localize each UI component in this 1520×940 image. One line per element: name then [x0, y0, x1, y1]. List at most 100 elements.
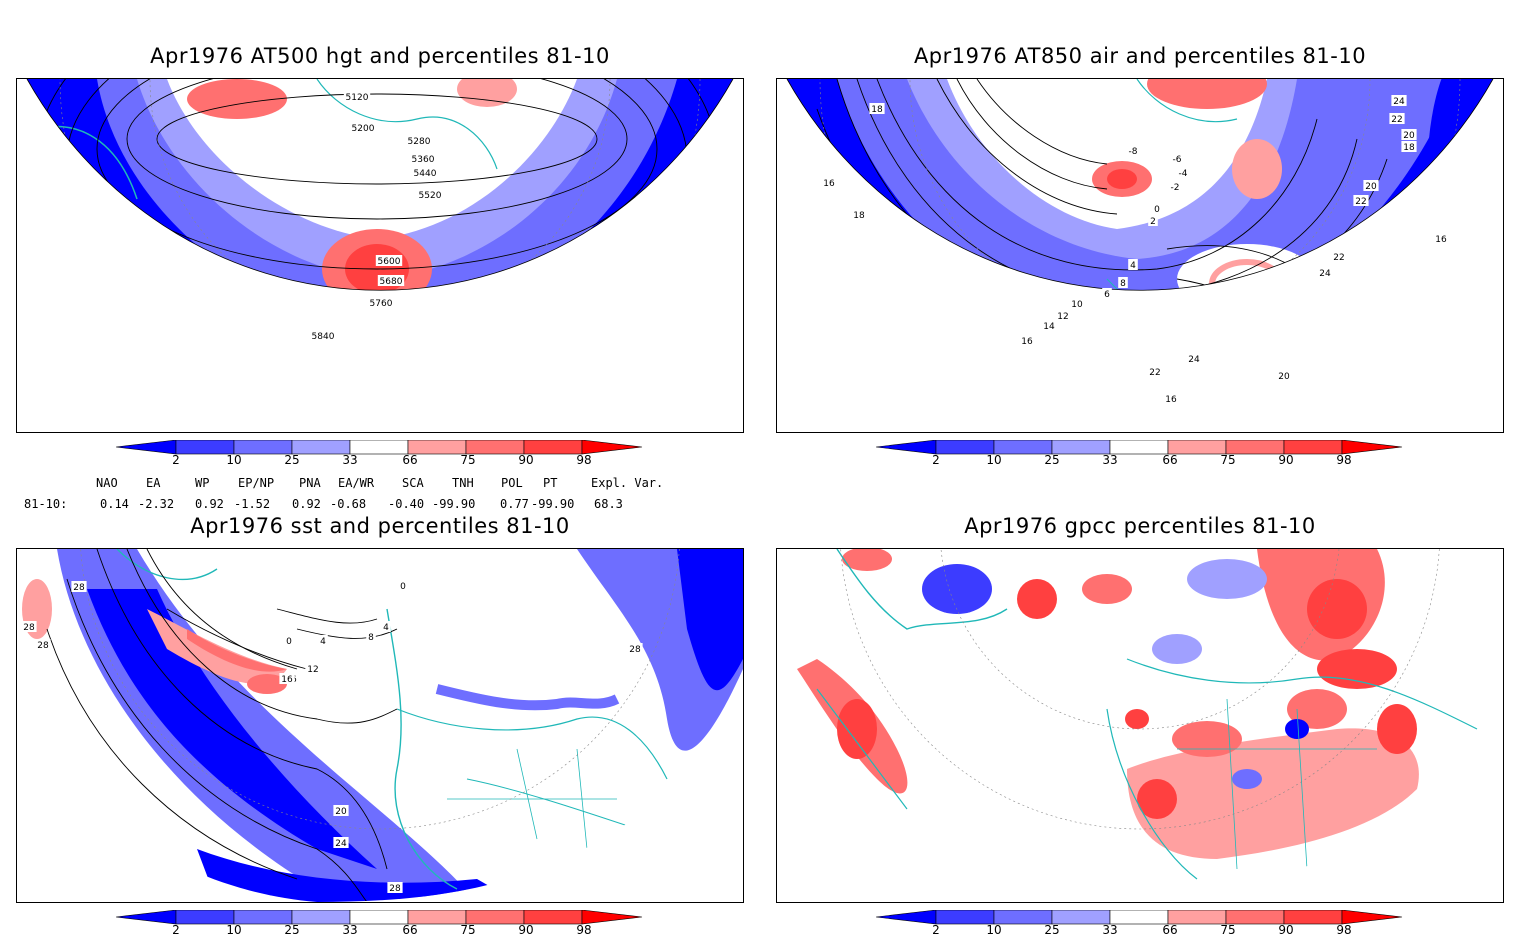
- colorbar-segment: [349, 909, 409, 925]
- cb-label-33: 33: [342, 453, 358, 467]
- idx-val-pol: 0.77: [500, 497, 529, 511]
- contour-label: 10: [1071, 300, 1083, 310]
- idx-val-nao: 0.14: [100, 497, 129, 511]
- contour-label: 8: [368, 633, 374, 643]
- contour-label: 24: [335, 839, 347, 849]
- idx-header-tnh: TNH: [452, 476, 474, 490]
- idx-val-pt: -99.90: [531, 497, 575, 511]
- contour-label: 20: [1365, 182, 1377, 192]
- sst-contour-labels: 282804841216161228202428280: [21, 580, 643, 894]
- contour-label: 16: [281, 675, 293, 685]
- gpcc-map: [777, 549, 1503, 902]
- cb-label-10: 10: [226, 453, 242, 467]
- colorbar-segment: [993, 909, 1053, 925]
- contour-label: 4: [320, 637, 326, 647]
- idx-val-eawr: -0.68: [330, 497, 367, 511]
- contour-label: 20: [1403, 131, 1415, 141]
- colorbar-segment: [993, 439, 1053, 455]
- colorbar-segment: [935, 909, 995, 925]
- cb-label-98: 98: [1336, 453, 1352, 467]
- contour-label: 12: [307, 665, 318, 675]
- cb-label-98: 98: [576, 923, 592, 937]
- colorbar-segment: [1283, 909, 1343, 925]
- colorbar-segment: [407, 909, 467, 925]
- cb-label-10: 10: [986, 453, 1002, 467]
- cb-label-90: 90: [1278, 453, 1294, 467]
- panel1-title: Apr1976 AT500 hgt and percentiles 81-10: [150, 44, 610, 68]
- colorbar-segment: [175, 439, 235, 455]
- colorbar-segment: [1051, 439, 1111, 455]
- colorbar-segment: [1283, 439, 1343, 455]
- contour-label: -8: [1129, 147, 1138, 157]
- cb-label-66: 66: [402, 923, 418, 937]
- colorbar-segment: [1225, 909, 1285, 925]
- idx-val-epnp: -1.52: [234, 497, 271, 511]
- contour-label: 5200: [352, 124, 375, 134]
- contour-label: 22: [1149, 368, 1160, 378]
- cb-label-66: 66: [1162, 923, 1178, 937]
- sst-map: 282804841216161228202428280: [17, 549, 743, 902]
- cb-label-90: 90: [1278, 923, 1294, 937]
- idx-header-sca: SCA: [402, 476, 424, 490]
- contour-label: 18: [853, 211, 865, 221]
- contour-label: 5760: [370, 299, 393, 309]
- cb-label-66: 66: [1162, 453, 1178, 467]
- contour-label: 8: [1120, 279, 1126, 289]
- map-panel-hgt500: 5120 5200 5280 5360 5440 5520 5600 5680 5760 5840: [16, 78, 744, 433]
- map-panel-air850: 18 16 18 -8 -6 -4 -2 0 2 4 6 8 10 12 14 16 24 22 20 18 20 22 2…: [776, 78, 1504, 433]
- contour-label: 0: [1154, 205, 1160, 215]
- idx-header-ea: EA: [146, 476, 161, 490]
- cb-label-75: 75: [460, 453, 476, 467]
- colorbar-arrow-high: [1341, 909, 1403, 925]
- contour-label: 4: [383, 623, 389, 633]
- contour-label: 5280: [408, 137, 431, 147]
- colorbar-bottom-left: 2 10 25 33 66 75 90 98: [115, 909, 646, 940]
- contour-label: 28: [73, 583, 85, 593]
- colorbar-segment: [1051, 909, 1111, 925]
- hgt500-map: 5120 5200 5280 5360 5440 5520 5600 5680 5760 5840: [26, 79, 734, 342]
- contour-label: 2: [1150, 217, 1156, 227]
- cb-label-90: 90: [518, 923, 534, 937]
- panel4-title: Apr1976 gpcc percentiles 81-10: [964, 514, 1316, 538]
- idx-val-wp: 0.92: [195, 497, 224, 511]
- contour-label: 12: [1057, 312, 1068, 322]
- contour-label: 0: [286, 637, 292, 647]
- colorbar-segment: [523, 909, 583, 925]
- cb-label-2: 2: [932, 923, 940, 937]
- colorbar-bottom-right: 2 10 25 33 66 75 90 98: [875, 909, 1406, 940]
- colorbar-segment: [291, 439, 351, 455]
- idx-header-wp: WP: [195, 476, 210, 490]
- contour-label: 5520: [419, 191, 442, 201]
- contour-label: 16: [1021, 337, 1033, 347]
- colorbar-segment: [465, 909, 525, 925]
- cb-label-33: 33: [342, 923, 358, 937]
- cb-label-98: 98: [1336, 923, 1352, 937]
- panel2-title: Apr1976 AT850 air and percentiles 81-10: [913, 44, 1367, 68]
- colorbar-arrow-low: [875, 909, 937, 925]
- idx-val-pna: 0.92: [292, 497, 321, 511]
- cb-label-75: 75: [1220, 923, 1236, 937]
- cb-label-25: 25: [284, 453, 300, 467]
- contour-label: 16: [1435, 235, 1447, 245]
- colorbar-segment: [523, 439, 583, 455]
- colorbar-segment: [465, 439, 525, 455]
- idx-header-pt: PT: [543, 476, 558, 490]
- contour-label: 18: [871, 105, 883, 115]
- colorbar-arrow-high: [1341, 439, 1403, 455]
- idx-val-ea: -2.32: [138, 497, 175, 511]
- colorbar-arrow-low: [115, 439, 177, 455]
- colorbar-segment: [1225, 439, 1285, 455]
- cb-label-2: 2: [172, 923, 180, 937]
- idx-header-eawr: EA/WR: [338, 476, 375, 490]
- contour-label: 28: [37, 641, 49, 651]
- idx-header-pna: PNA: [299, 476, 321, 490]
- contour-label: 22: [1355, 197, 1366, 207]
- air850-map: 181618-8-6-4-202468101214162422201820222…: [786, 79, 1494, 405]
- colorbar-segment: [1109, 439, 1169, 455]
- contour-label: 5360: [412, 155, 435, 165]
- colorbar-segment: [1167, 439, 1227, 455]
- colorbar-arrow-low: [115, 909, 177, 925]
- contour-label: -2: [1171, 183, 1180, 193]
- contour-label: 0: [400, 582, 406, 592]
- contour-label: 18: [1403, 143, 1415, 153]
